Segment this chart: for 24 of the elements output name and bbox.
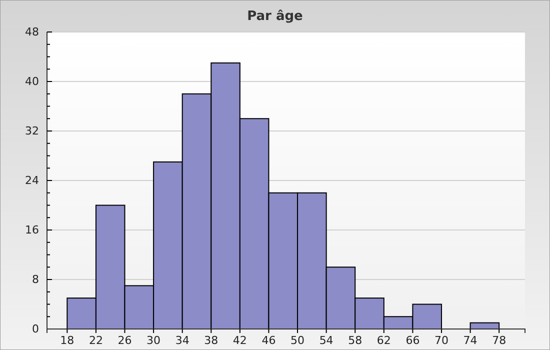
x-tick-label: 70 (434, 334, 448, 347)
x-tick-label: 26 (118, 334, 132, 347)
y-tick-label: 24 (25, 174, 39, 188)
x-tick-label: 42 (232, 334, 247, 347)
x-tick-label: 58 (348, 334, 362, 347)
y-tick-label: 16 (25, 224, 39, 237)
y-tick-label: 8 (32, 273, 39, 286)
x-tick-label: 34 (175, 334, 190, 347)
y-tick-label: 40 (25, 75, 39, 88)
y-tick-label: 0 (32, 322, 39, 336)
y-tick-label: 48 (25, 26, 39, 39)
x-tick-label: 38 (204, 334, 218, 347)
x-tick-label: 54 (319, 334, 334, 347)
x-tick-label: 22 (88, 334, 103, 347)
x-tick-label: 30 (146, 334, 161, 347)
x-tick-label: 66 (406, 334, 420, 347)
x-tick-label: 74 (463, 334, 478, 347)
chart-title: Par âge (247, 9, 304, 24)
x-tick-label: 46 (262, 334, 276, 347)
x-tick-label: 78 (492, 334, 506, 347)
y-tick-label: 32 (25, 124, 39, 138)
x-tick-label: 62 (376, 334, 391, 347)
x-tick-label: 18 (60, 334, 74, 347)
x-tick-label: 50 (290, 334, 305, 347)
